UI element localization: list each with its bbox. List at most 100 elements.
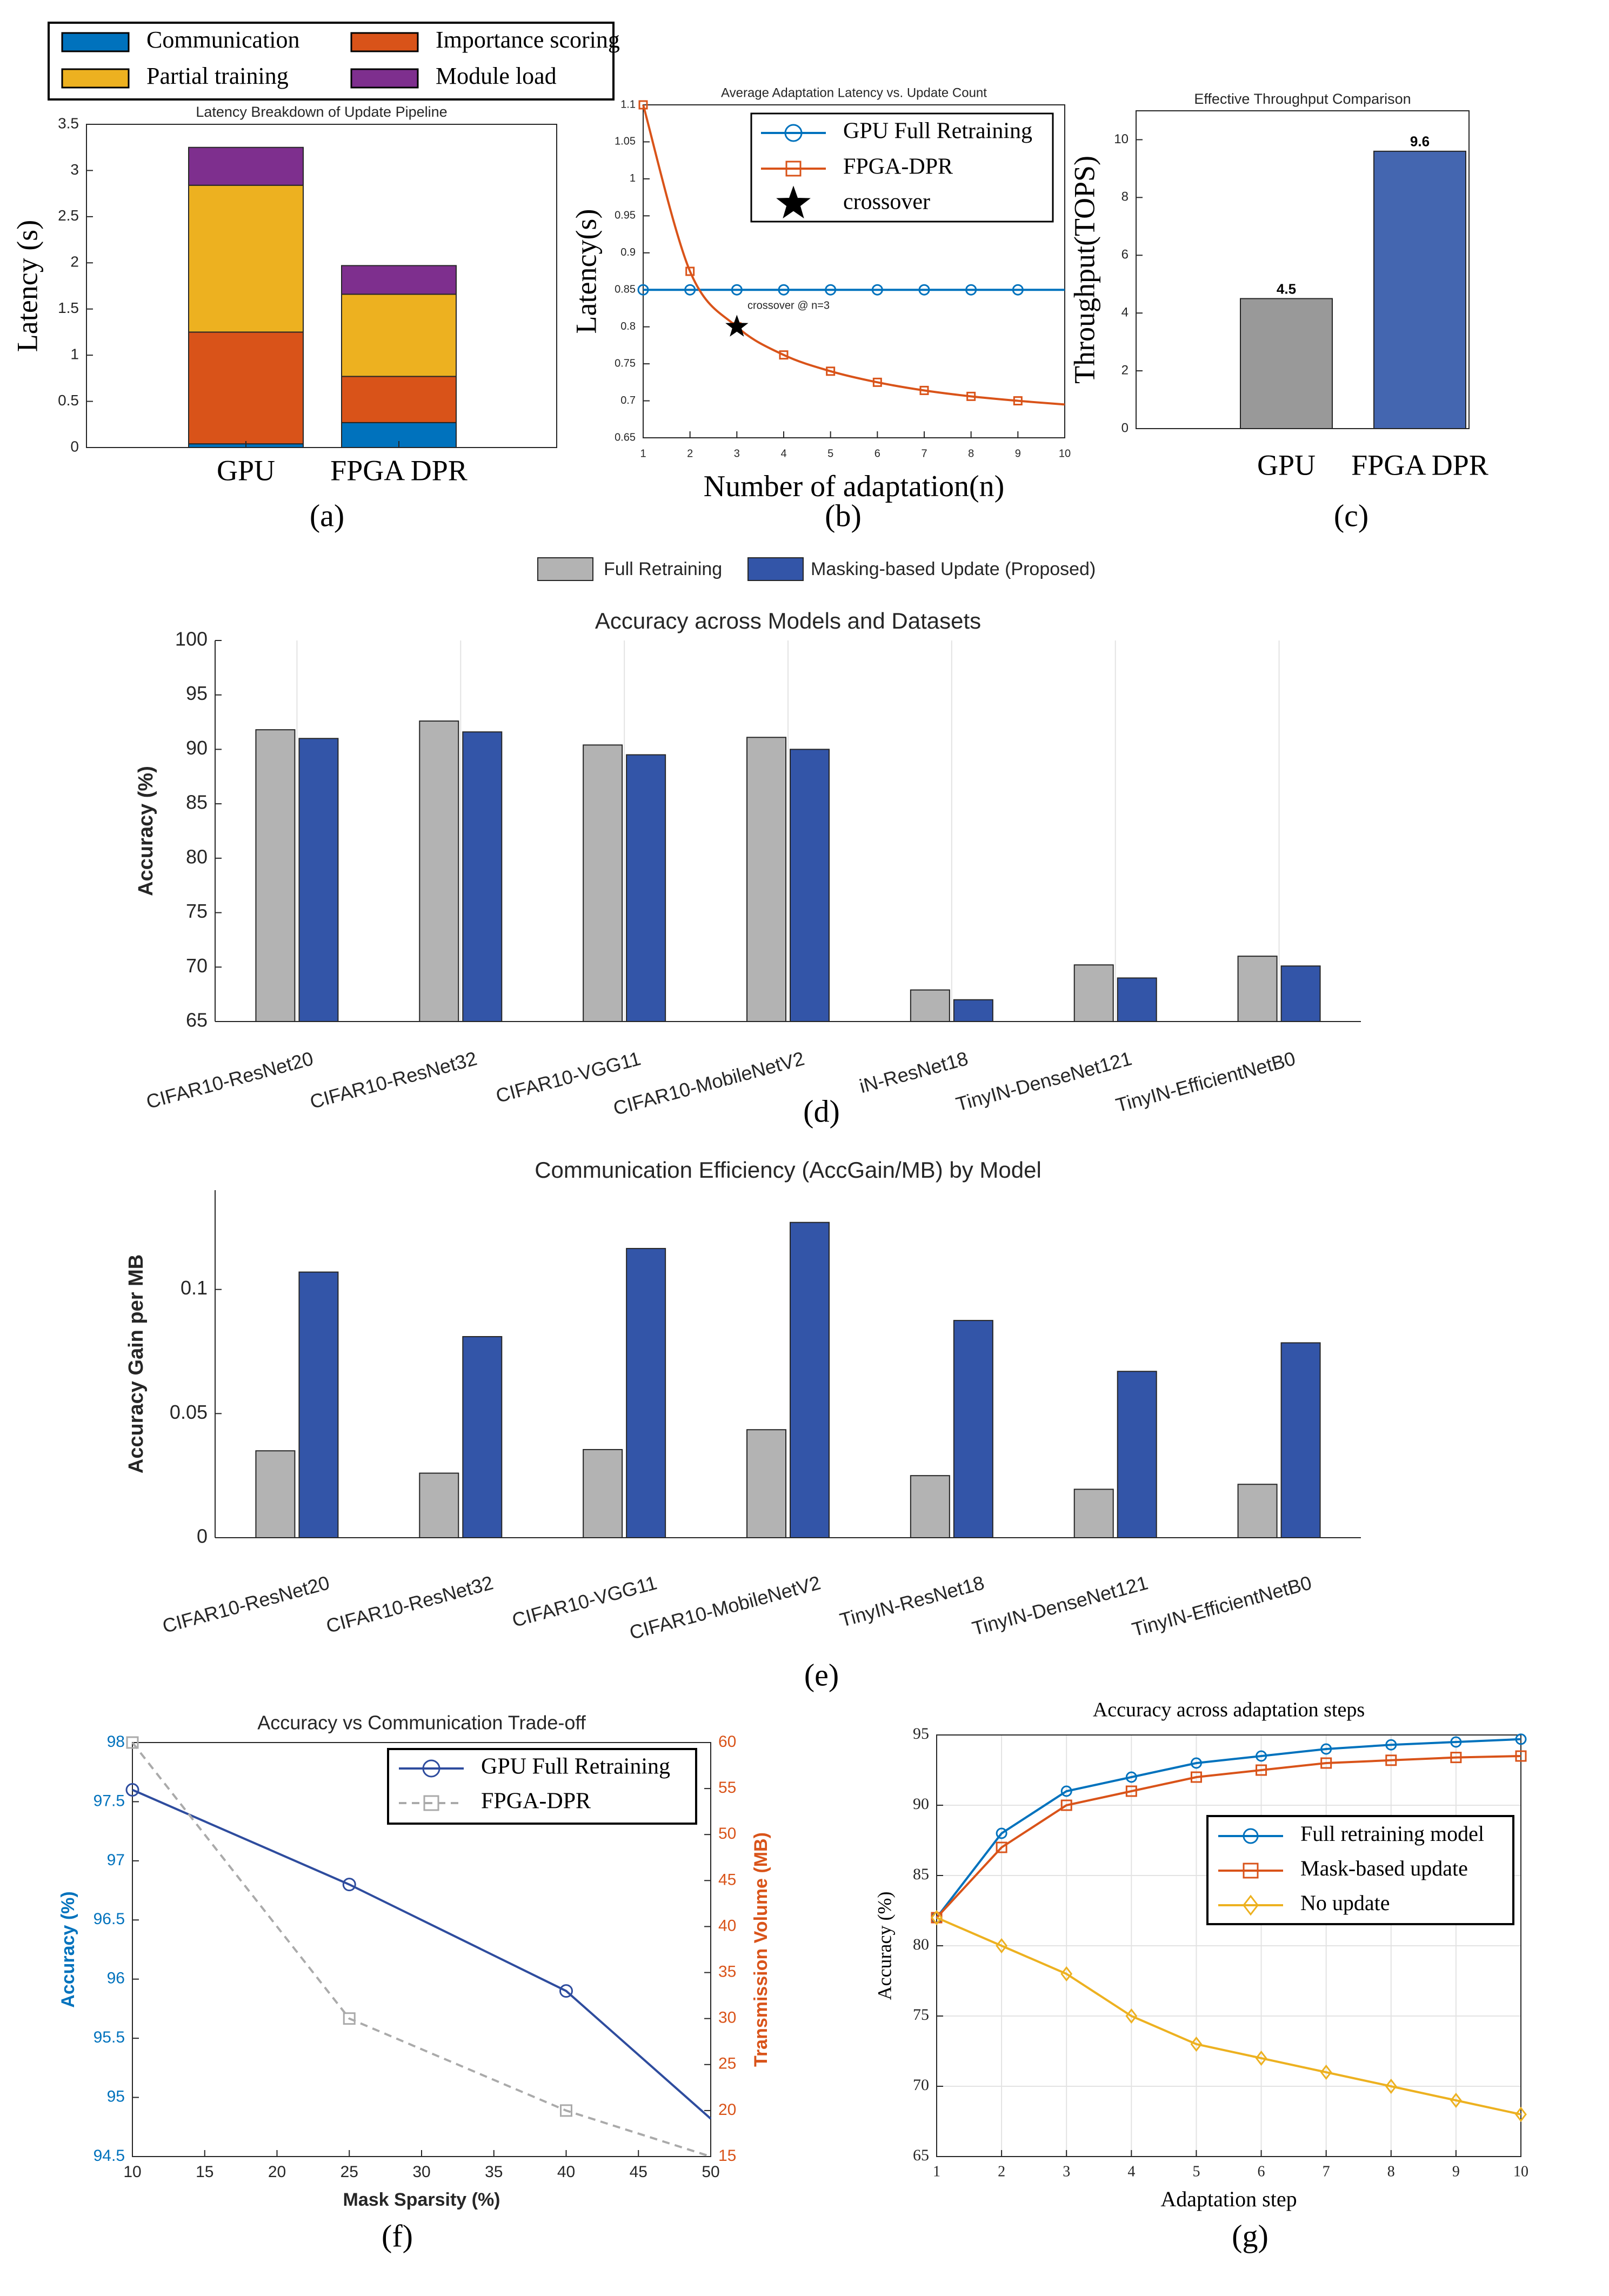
data-label: 9.6 <box>1410 134 1430 150</box>
y-tick-label: 80 <box>913 1935 929 1953</box>
legend-label: Masking-based Update (Proposed) <box>811 559 1096 579</box>
annotation-text: crossover @ n=3 <box>747 299 830 311</box>
legend-label: FPGA-DPR <box>843 155 953 179</box>
y-tick-label: 75 <box>186 900 208 922</box>
y-tick-label-right: 45 <box>718 1871 736 1888</box>
series-marker <box>996 1938 1008 1954</box>
series-marker <box>1012 284 1024 296</box>
plot-frame <box>936 1734 1521 2157</box>
legend-marker <box>1243 1894 1259 1916</box>
x-tick-label: 3 <box>1063 2163 1070 2180</box>
series-line <box>131 1741 711 2158</box>
series-marker <box>779 350 789 360</box>
bar <box>255 729 296 1022</box>
legend-marker <box>776 185 811 219</box>
bar <box>790 749 830 1023</box>
series-line <box>936 1917 1521 2115</box>
legend-marker <box>784 124 803 142</box>
x-tick-label: 9 <box>1015 448 1021 459</box>
series-marker <box>1320 1757 1332 1769</box>
x-tick-label: 8 <box>1387 2163 1395 2180</box>
bar <box>419 1472 459 1538</box>
y-tick-label: 65 <box>186 1009 208 1031</box>
y-tick-label: 0.75 <box>615 357 636 369</box>
x-tick-label: 1 <box>640 448 646 459</box>
bar <box>746 737 786 1023</box>
chart-title: Accuracy vs Communication Trade-off <box>257 1712 586 1734</box>
legend-swatch <box>350 68 419 89</box>
series-marker <box>919 385 929 395</box>
y-tick-label: 95.5 <box>94 2028 125 2046</box>
bar-segment <box>341 376 457 423</box>
series-marker <box>125 1783 139 1797</box>
legend-label: FPGA-DPR <box>481 1789 591 1814</box>
bar-segment <box>341 293 457 377</box>
series-marker <box>1125 1771 1137 1783</box>
y-tick-label-right: 35 <box>718 1963 736 1980</box>
bar <box>462 1336 503 1538</box>
x-tick-label: CIFAR10-ResNet32 <box>324 1571 496 1637</box>
x-tick-label: 10 <box>1059 448 1071 459</box>
series-marker <box>1515 1733 1527 1745</box>
y-tick-label: 94.5 <box>94 2147 125 2165</box>
plot-area <box>215 1190 1361 1538</box>
bar <box>1280 1342 1321 1538</box>
x-tick-label: 6 <box>874 448 880 459</box>
x-axis-label: Mask Sparsity (%) <box>343 2190 500 2210</box>
y-tick-label: 75 <box>913 2006 929 2024</box>
bar <box>1117 1371 1157 1538</box>
y-tick-label: 0 <box>197 1525 208 1547</box>
y-tick-label: 2.5 <box>58 207 79 224</box>
legend-swatch <box>747 557 804 581</box>
bar-segment <box>188 146 304 186</box>
bar <box>1237 1484 1278 1539</box>
x-tick-label: 5 <box>1192 2163 1200 2180</box>
y-tick-label-right: 20 <box>718 2101 736 2119</box>
series-marker <box>1060 1785 1072 1797</box>
x-tick-label: 7 <box>921 448 927 459</box>
bar <box>583 744 623 1023</box>
y-tick-label-right: 50 <box>718 1825 736 1843</box>
legend-label: Importance scoring <box>436 26 620 53</box>
series-marker <box>1385 1754 1397 1766</box>
y-tick-label: 0.85 <box>615 284 636 296</box>
y-tick-label: 97 <box>107 1851 125 1869</box>
bar-segment <box>341 265 457 295</box>
y-tick-label: 0 <box>1121 421 1129 435</box>
y-tick-label: 90 <box>913 1795 929 1813</box>
y-tick-label: 0.65 <box>615 431 636 443</box>
series-marker <box>826 366 836 376</box>
legend-label: Module load <box>436 63 557 89</box>
legend-box <box>387 1748 697 1825</box>
series-line <box>936 1738 1521 1919</box>
x-tick-label: CIFAR10-MobileNetV2 <box>627 1571 823 1644</box>
y-tick-label: 4 <box>1121 305 1129 320</box>
x-tick-label: CIFAR10-ResNet32 <box>308 1047 479 1113</box>
series-marker <box>965 284 977 296</box>
y-axis-label: Throughput(TOPS) <box>1068 156 1100 384</box>
x-tick-label: 2 <box>687 448 693 459</box>
legend-label: No update <box>1300 1891 1390 1915</box>
series-marker <box>685 266 695 276</box>
series-marker <box>1013 396 1023 406</box>
y-tick-label: 0.9 <box>620 246 636 258</box>
series-line <box>642 104 1065 406</box>
y-tick-label: 95 <box>913 1725 929 1743</box>
series-marker <box>342 1878 356 1892</box>
series-marker <box>1190 1771 1202 1783</box>
y-tick-label: 85 <box>913 1865 929 1883</box>
y-tick-label: 0.95 <box>615 210 636 222</box>
y-tick-label: 0.05 <box>170 1401 208 1423</box>
y-tick-label: 0.1 <box>181 1277 208 1299</box>
y-tick-label: 2 <box>1121 363 1129 377</box>
y-tick-label: 65 <box>913 2146 929 2164</box>
x-tick-label: 15 <box>196 2163 213 2181</box>
legend-label: GPU Full Retraining <box>481 1754 670 1779</box>
y-tick-label: 0 <box>70 438 79 455</box>
bar <box>910 989 950 1022</box>
y-tick-label: 0.5 <box>58 392 79 409</box>
series-marker <box>1125 2008 1138 2024</box>
x-tick-label: TinyIN-DenseNet121 <box>970 1571 1150 1639</box>
y-axis-label: Accuracy (%) <box>58 1891 78 2007</box>
